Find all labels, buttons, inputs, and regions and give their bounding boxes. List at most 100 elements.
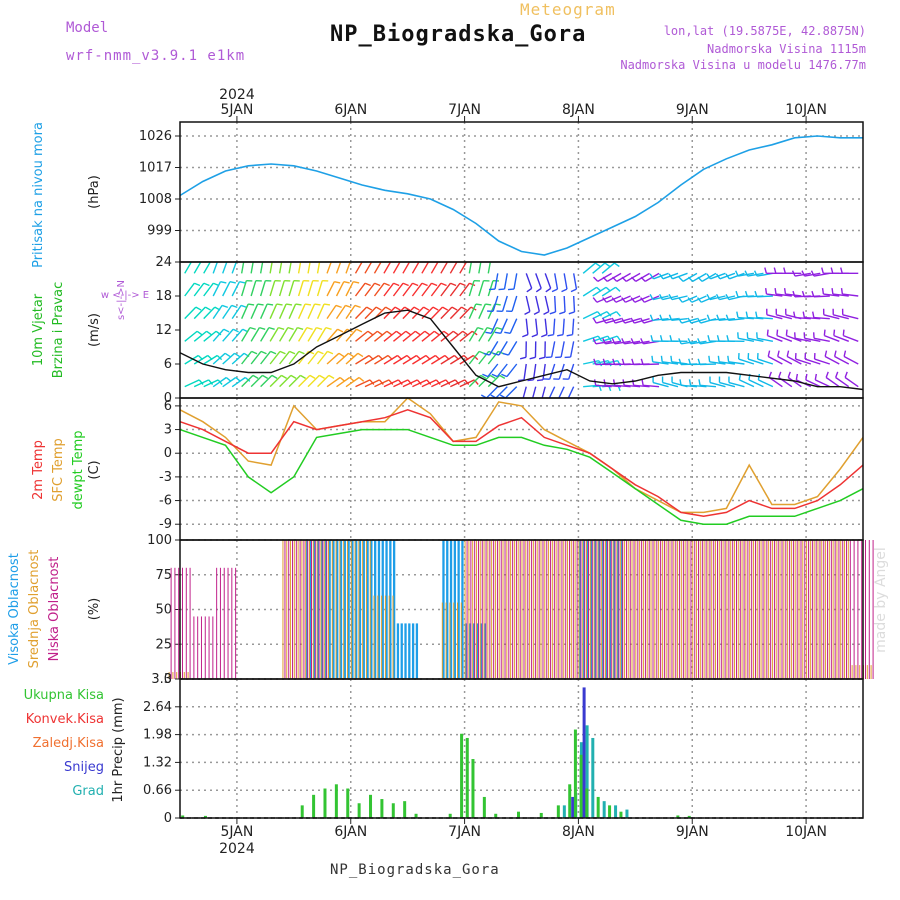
wind-barb	[212, 262, 219, 274]
wind-barb	[279, 374, 292, 388]
cloud-high-bar	[343, 540, 346, 679]
precip-total-bar	[556, 805, 560, 818]
wind-barb-flag	[687, 297, 693, 303]
wind-barb-flag	[611, 338, 616, 345]
cloud-high-bar	[597, 540, 601, 679]
wind-barb-flag	[738, 373, 742, 381]
wind-barb	[766, 293, 783, 297]
wind-barb-flag	[745, 311, 749, 318]
wind-barb-flag	[413, 306, 420, 311]
cloud-y-tick-label: 50	[155, 603, 172, 618]
wind-barb-flag	[443, 330, 450, 336]
wind-barb-flag	[450, 282, 457, 287]
wind-barb	[241, 303, 249, 319]
wind-barb	[592, 311, 608, 320]
precip-legend-label: Snijeg	[64, 760, 104, 775]
cloud-y-tick-label: 0	[164, 672, 172, 687]
wind-barb	[719, 381, 736, 388]
wind-barb	[748, 379, 764, 388]
wind-barb	[250, 280, 257, 297]
wind-barb	[690, 340, 707, 345]
wind-barb-flag	[281, 374, 287, 379]
temp-legend-label: SFC Temp	[51, 438, 66, 502]
precip-y-tick-label: 2.64	[143, 700, 172, 715]
wind-barb	[558, 386, 565, 398]
temp-sfc-line	[179, 397, 864, 514]
wind-barb-flag	[205, 306, 211, 311]
wind-barb-flag	[774, 288, 777, 295]
wind-barb-flag	[364, 282, 371, 287]
wind-barb	[525, 318, 529, 335]
cloud-high-bar	[381, 540, 384, 679]
cloud-high-bar	[465, 623, 468, 679]
cloud-high-bar	[404, 623, 407, 679]
wind-barb-flag	[658, 273, 664, 280]
wind-barb	[459, 306, 472, 320]
wind-barb-flag	[295, 303, 302, 306]
wind-barb	[767, 334, 783, 342]
wind-barb-flag	[377, 330, 383, 336]
precip-y-tick-label: 1.98	[143, 728, 172, 743]
wind-barb	[652, 381, 669, 388]
pressure-y-axis-label: (hPa)	[87, 175, 102, 209]
wind-barb	[652, 317, 669, 322]
wind-barb-flag	[234, 352, 240, 358]
wind-barb-flag	[668, 314, 673, 321]
wind-barb	[487, 327, 498, 342]
wind-barb	[250, 303, 259, 319]
wind-barb-flag	[630, 338, 635, 345]
wind-barb	[805, 379, 821, 388]
wind-barb	[728, 361, 745, 365]
wind-y-tick-label: 18	[155, 289, 172, 304]
wind-barb-flag	[290, 374, 297, 379]
wind-barb-flag	[630, 297, 636, 303]
wind-barb	[494, 273, 499, 290]
wind-barb-flag	[338, 352, 345, 358]
wind-barb	[450, 379, 466, 388]
cloud-high-bar	[453, 540, 456, 679]
wind-barb-flag	[335, 304, 342, 309]
wind-barb-flag	[660, 355, 663, 362]
altitude-label: Nadmorska Visina 1115m	[707, 42, 866, 56]
cloud-high-bar	[305, 540, 309, 679]
precip-snow-bar	[582, 687, 586, 818]
wind-barb-flag	[356, 328, 363, 333]
cloud-high-bar	[586, 540, 589, 679]
precip-total-bar	[369, 794, 373, 818]
cloud-high-bar	[328, 540, 331, 679]
wind-barb	[316, 280, 323, 297]
wind-barb	[554, 295, 557, 313]
wind-barb-flag	[706, 293, 711, 300]
wind-barb-flag	[783, 267, 787, 274]
cloud-high-bar	[362, 540, 365, 679]
wind-barb	[487, 262, 492, 274]
wind-barb	[592, 262, 606, 274]
wind-barb	[843, 334, 859, 342]
wind-barb-flag	[504, 331, 511, 334]
top-x-tick-label: 10JAN	[785, 102, 827, 118]
wind-barb	[203, 306, 216, 320]
wind-barb	[278, 280, 285, 297]
wind-barb-flag	[485, 331, 492, 334]
wind-barb-flag	[232, 328, 239, 333]
wind-barb-flag	[462, 330, 469, 336]
wind-barb-flag	[486, 326, 494, 330]
wind-barb	[662, 317, 679, 322]
cloud-high-bar	[476, 623, 479, 679]
wind-barb-flag	[480, 374, 487, 379]
wind-barb	[421, 262, 430, 274]
precip-grad-bar	[625, 809, 629, 818]
precip-total-bar	[414, 813, 418, 818]
wind-barb	[307, 262, 311, 274]
wind-barb	[402, 306, 415, 320]
wind-barb-flag	[388, 379, 394, 385]
cloud-high-bar	[613, 540, 616, 679]
wind-barb-flag	[224, 352, 231, 358]
wind-barb-flag	[536, 379, 544, 382]
wind-barb-flag	[611, 297, 617, 303]
wind-barb	[776, 334, 793, 342]
wind-barb-flag	[369, 379, 375, 385]
wind-barb	[222, 352, 236, 365]
wind-barb-flag	[252, 374, 259, 379]
wind-barb	[316, 327, 327, 342]
